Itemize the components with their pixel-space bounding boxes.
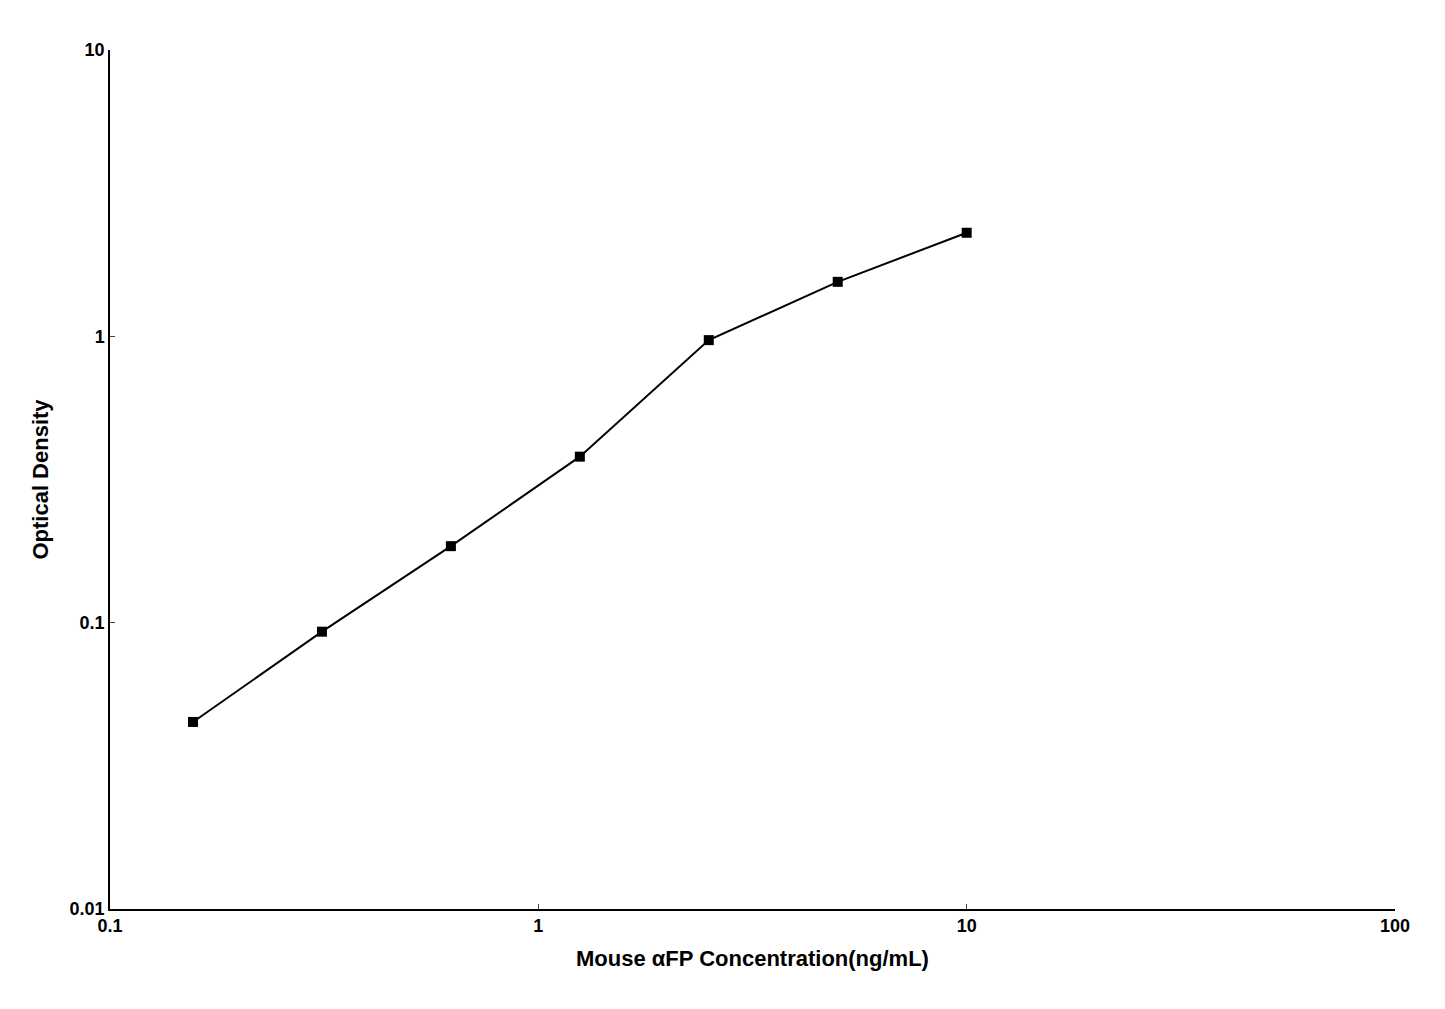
svg-text:Mouse αFP Concentration(ng/mL): Mouse αFP Concentration(ng/mL) bbox=[576, 946, 929, 971]
svg-text:1: 1 bbox=[95, 327, 105, 347]
svg-text:0.1: 0.1 bbox=[80, 613, 105, 633]
svg-text:0.1: 0.1 bbox=[97, 916, 122, 936]
svg-text:Optical Density: Optical Density bbox=[28, 399, 53, 560]
svg-text:10: 10 bbox=[957, 916, 977, 936]
svg-text:100: 100 bbox=[1380, 916, 1410, 936]
svg-text:10: 10 bbox=[85, 40, 105, 60]
svg-text:1: 1 bbox=[533, 916, 543, 936]
svg-text:0.01: 0.01 bbox=[70, 899, 105, 919]
